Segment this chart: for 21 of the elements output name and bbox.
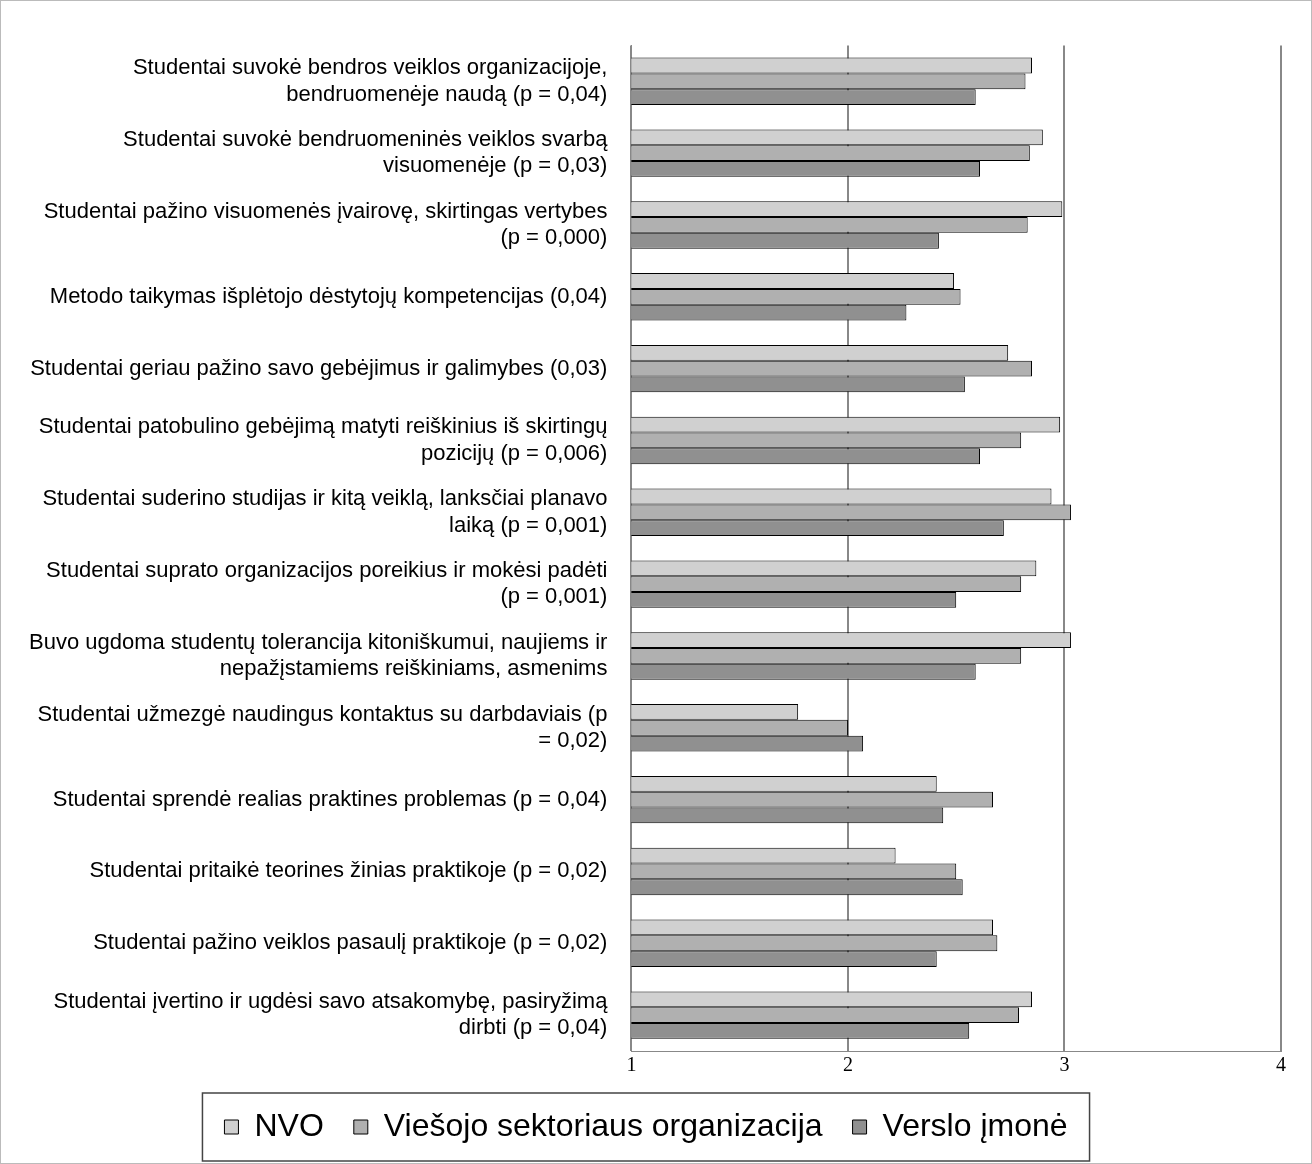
y-tick-label: Studentai pažino veiklos pasaulį praktikoje (p = 0,02) (93, 929, 608, 955)
y-tick-label: Studentai įvertino ir ugdėsi savo atsakomybę, pasiryžimą dirbti (p = 0,04) (53, 987, 609, 1040)
legend-label: NVO (254, 1106, 324, 1143)
y-tick-label: Metodo taikymas išplėtojo dėstytojų kompetencijas (0,04) (49, 282, 608, 308)
y-tick-label: Studentai suprato organizacijos poreikius ir mokėsi padėti (p = 0,001) (46, 556, 608, 609)
x-tick-label: 2 (842, 1053, 853, 1076)
y-tick-label: Studentai užmezgė naudingus kontaktus su darbdaviais (p = 0,02) (37, 700, 608, 753)
y-tick-label: Studentai suvokė bendruomeninės veiklos svarbą visuomenėje (p = 0,03) (123, 126, 609, 178)
legend-label: Viešojo sektoriaus organizacija (383, 1106, 823, 1143)
legend-label: Verslo įmonė (882, 1106, 1068, 1143)
y-tick-label: Studentai pritaikė teorines žinias praktikoje (p = 0,02) (89, 857, 608, 883)
y-tick-label: Studentai pažino visuomenės įvairovę, skirtingas vertybes (p = 0,000) (43, 197, 608, 250)
y-tick-label: Studentai geriau pažino savo gebėjimus ir galimybes (0,03) (30, 354, 608, 380)
y-tick-label: Studentai sprendė realias praktines problemas (p = 0,04) (52, 785, 608, 811)
x-tick-label: 4 (1276, 1053, 1286, 1076)
y-tick-label: Studentai suderino studijas ir kitą veiklą, lanksčiai planavo laiką (p = 0,001) (42, 485, 608, 537)
y-tick-label: Studentai suvokė bendros veiklos organizacijoje, bendruomenėje naudą (p = 0,04) (132, 54, 608, 106)
y-tick-label: Studentai patobulino gebėjimą matyti reiškinius iš skirtingų pozicijų (p = 0,006) (38, 413, 608, 465)
x-tick-label: 1 (626, 1053, 637, 1076)
x-tick-label: 3 (1059, 1053, 1070, 1076)
y-tick-label: Buvo ugdoma studentų tolerancija kitoniškumui, naujiems ir nepažįstamiems reiškiniams, asmenims (28, 628, 608, 681)
